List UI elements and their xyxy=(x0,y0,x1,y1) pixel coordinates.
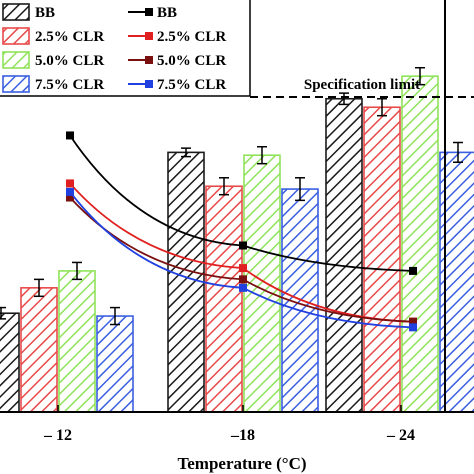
x-axis-label: Temperature (°C) xyxy=(177,454,306,473)
legend-label-bar-2-5-clr: 2.5% CLR xyxy=(35,29,104,45)
legend-swatch-bar-7-5-clr xyxy=(2,75,30,93)
bar-bb-2 xyxy=(325,97,363,413)
legend-label-line-bb: BB xyxy=(157,5,177,21)
legend-marker-bb xyxy=(145,8,153,16)
plot-frame xyxy=(0,0,474,413)
legend-marker-2-5-clr xyxy=(145,32,153,40)
x-ticks: – 12 –18 – 24 xyxy=(43,405,415,444)
legend-label-line-7-5-clr: 7.5% CLR xyxy=(157,77,226,93)
bar-bb-1 xyxy=(167,151,205,413)
bar-5-0-clr-0 xyxy=(58,270,96,413)
legend-label-bar-5-0-clr: 5.0% CLR xyxy=(35,53,104,69)
marker-2-5-clr-0 xyxy=(66,179,74,188)
legend-label-line-2-5-clr: 2.5% CLR xyxy=(157,29,226,45)
legend-label-bar-bb: BB xyxy=(35,5,55,21)
bar-2-5-clr-0 xyxy=(20,287,58,413)
x-tick-label: –18 xyxy=(230,427,255,444)
marker-bb-0 xyxy=(66,131,74,140)
marker-2-5-clr-1 xyxy=(239,264,247,273)
legend: BB 2.5% CLR 5.0% CLR 7.5% CLR BB 2.5% CLR 5.0%… xyxy=(2,3,226,93)
specification-limit: Specification limit xyxy=(250,77,474,98)
bars-layer xyxy=(0,66,474,413)
legend-marker-5-0-clr xyxy=(145,56,153,64)
legend-label-bar-7-5-clr: 7.5% CLR xyxy=(35,77,104,93)
bar-7-5-clr-0 xyxy=(96,315,134,413)
bar-2-5-clr-1 xyxy=(205,185,243,413)
marker-7-5-clr-2 xyxy=(409,323,417,332)
bar-5-0-clr-2 xyxy=(401,75,439,413)
legend-swatch-bar-2-5-clr xyxy=(2,27,30,45)
legend-box xyxy=(0,0,251,97)
marker-7-5-clr-0 xyxy=(66,187,74,196)
lines-layer xyxy=(66,131,417,332)
marker-5-0-clr-0 xyxy=(66,193,74,202)
specification-limit-label: Specification limit xyxy=(304,77,420,93)
bar-2-5-clr-2 xyxy=(363,106,401,413)
marker-5-0-clr-2 xyxy=(409,317,417,326)
marker-7-5-clr-1 xyxy=(239,283,247,292)
legend-marker-7-5-clr xyxy=(145,80,153,88)
x-tick-label: – 12 xyxy=(43,427,72,444)
legend-swatch-bar-bb xyxy=(2,3,30,21)
marker-bb-2 xyxy=(409,266,417,275)
legend-label-line-5-0-clr: 5.0% CLR xyxy=(157,53,226,69)
x-tick-label: – 24 xyxy=(386,427,415,444)
bar-bb-0 xyxy=(0,312,20,413)
marker-5-0-clr-1 xyxy=(239,275,247,284)
legend-swatch-bar-5-0-clr xyxy=(2,51,30,69)
marker-bb-1 xyxy=(239,241,247,250)
